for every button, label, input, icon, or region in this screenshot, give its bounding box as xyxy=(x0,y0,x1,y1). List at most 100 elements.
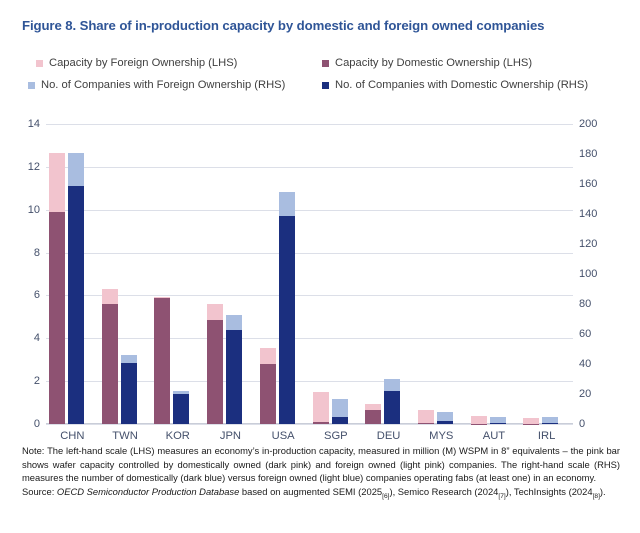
capacity-bar-aut[interactable] xyxy=(470,416,487,424)
y-tick-right-100: 100 xyxy=(579,268,598,280)
companies-bar-twn[interactable] xyxy=(120,355,137,424)
legend-label-capacity-foreign: Capacity by Foreign Ownership (LHS) xyxy=(49,57,238,69)
capacity-bar-twn[interactable] xyxy=(101,289,118,424)
y-tick-right-140: 140 xyxy=(579,208,598,220)
y-tick-right-180: 180 xyxy=(579,148,598,160)
companies-bar-deu[interactable] xyxy=(384,379,401,424)
y-tick-right-160: 160 xyxy=(579,178,598,190)
x-label-jpn: JPN xyxy=(219,430,242,442)
companies-foreign-segment xyxy=(173,391,190,394)
source-paragraph: Source: OECD Semiconductor Production Da… xyxy=(22,485,620,503)
companies-bar-irl[interactable] xyxy=(542,416,559,424)
companies-foreign-segment xyxy=(331,398,348,417)
legend-row-1: Capacity by Foreign Ownership (LHS) Capa… xyxy=(22,52,622,74)
capacity-bar-kor[interactable] xyxy=(154,296,171,424)
companies-domestic-segment xyxy=(384,391,401,424)
capacity-bar-deu[interactable] xyxy=(365,403,382,424)
bar-group-usa xyxy=(257,124,310,424)
source-rest-1: based on augmented SEMI (2025 xyxy=(239,485,383,497)
capacity-bar-sgp[interactable] xyxy=(312,391,329,424)
capacity-domestic-segment xyxy=(365,410,382,424)
capacity-domestic-segment xyxy=(49,211,65,424)
companies-bar-kor[interactable] xyxy=(173,391,190,424)
legend-swatch-capacity-foreign xyxy=(36,59,43,67)
bar-group-kor xyxy=(151,124,204,424)
companies-domestic-segment xyxy=(436,421,453,424)
capacity-foreign-segment xyxy=(523,418,540,424)
companies-domestic-segment xyxy=(120,362,137,424)
source-ref-8: [8] xyxy=(592,492,600,500)
y-tick-right-40: 40 xyxy=(579,358,592,370)
legend-swatch-companies-foreign xyxy=(28,81,35,89)
capacity-foreign-segment xyxy=(417,410,434,423)
capacity-bar-usa[interactable] xyxy=(259,347,276,424)
y-tick-right-20: 20 xyxy=(579,388,592,400)
note-label: Note: xyxy=(22,445,45,456)
chart-legend: Capacity by Foreign Ownership (LHS) Capa… xyxy=(22,52,622,96)
companies-bar-usa[interactable] xyxy=(278,191,295,424)
companies-domestic-segment xyxy=(542,422,559,424)
y-tick-left-4: 4 xyxy=(33,332,40,345)
source-rest-4: ). xyxy=(599,485,606,497)
companies-domestic-segment xyxy=(278,215,295,424)
y-tick-left-2: 2 xyxy=(33,375,40,388)
capacity-foreign-segment xyxy=(49,152,65,212)
companies-domestic-segment xyxy=(173,394,190,424)
y-tick-left-8: 8 xyxy=(33,246,40,259)
legend-label-capacity-domestic: Capacity by Domestic Ownership (LHS) xyxy=(335,57,533,69)
gridline xyxy=(46,338,573,340)
capacity-bar-chn[interactable] xyxy=(49,152,65,424)
companies-domestic-segment xyxy=(331,416,348,424)
capacity-bar-jpn[interactable] xyxy=(207,304,224,424)
source-label: Source: xyxy=(22,485,55,497)
companies-bar-mys[interactable] xyxy=(436,412,453,424)
note-text: The left-hand scale (LHS) measures an ec… xyxy=(22,445,620,484)
source-rest-2: ), Semico Research (2024 xyxy=(389,485,499,497)
legend-row-2: No. of Companies with Foreign Ownership … xyxy=(22,74,622,96)
bar-group-mys xyxy=(415,124,468,424)
gridline xyxy=(46,124,573,125)
companies-foreign-segment xyxy=(384,379,401,391)
x-label-sgp: SGP xyxy=(324,430,348,442)
x-label-kor: KOR xyxy=(165,430,190,442)
capacity-foreign-segment xyxy=(365,403,382,411)
companies-foreign-segment xyxy=(226,314,243,330)
legend-label-companies-foreign: No. of Companies with Foreign Ownership … xyxy=(41,79,286,91)
companies-domestic-segment xyxy=(68,185,84,424)
x-label-usa: USA xyxy=(271,430,295,442)
y-tick-left-14: 14 xyxy=(27,118,40,130)
companies-foreign-segment xyxy=(120,355,137,363)
capacity-domestic-segment xyxy=(154,297,171,424)
companies-foreign-segment xyxy=(542,416,559,423)
legend-item-companies-domestic: No. of Companies with Domestic Ownership… xyxy=(320,79,620,91)
capacity-foreign-segment xyxy=(470,416,487,424)
gridline xyxy=(46,166,573,168)
plot-area: 0 2 4 6 8 10 12 14 0 20 40 60 80 100 120 140 160 180 200 … xyxy=(0,112,640,442)
capacity-bar-mys[interactable] xyxy=(417,410,434,424)
bar-group-irl xyxy=(520,124,573,424)
note-paragraph: Note: The left-hand scale (LHS) measures… xyxy=(22,444,620,485)
gridline xyxy=(46,209,573,211)
legend-item-capacity-domestic: Capacity by Domestic Ownership (LHS) xyxy=(320,57,620,69)
capacity-foreign-segment xyxy=(259,347,276,364)
axis-baseline xyxy=(46,423,573,424)
legend-label-companies-domestic: No. of Companies with Domestic Ownership… xyxy=(335,79,589,91)
legend-item-companies-foreign: No. of Companies with Foreign Ownership … xyxy=(22,79,320,91)
x-label-aut: AUT xyxy=(482,430,506,442)
capacity-domestic-segment xyxy=(207,320,224,424)
capacity-domestic-segment xyxy=(312,421,329,424)
companies-bar-sgp[interactable] xyxy=(331,398,348,424)
companies-bar-jpn[interactable] xyxy=(226,314,243,424)
companies-bar-aut[interactable] xyxy=(489,416,506,424)
capacity-bar-irl[interactable] xyxy=(523,418,540,424)
companies-bar-chn[interactable] xyxy=(68,152,84,424)
capacity-foreign-segment xyxy=(101,289,118,304)
capacity-domestic-segment xyxy=(101,304,118,424)
source-rest-3: ), TechInsights (2024 xyxy=(505,485,593,497)
capacity-domestic-segment xyxy=(259,364,276,424)
figure-title: Figure 8. Share of in-production capacit… xyxy=(22,18,545,33)
gridline xyxy=(46,424,573,425)
capacity-foreign-segment xyxy=(207,304,224,321)
capacity-domestic-segment xyxy=(417,422,434,424)
